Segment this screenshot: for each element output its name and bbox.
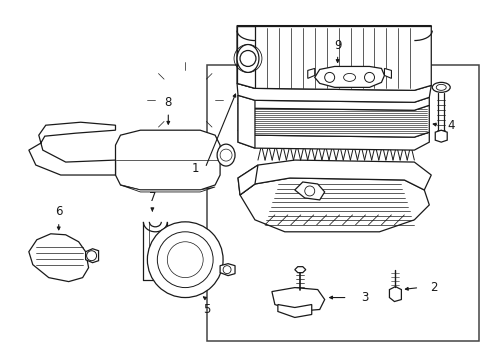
Polygon shape: [120, 185, 215, 192]
Polygon shape: [238, 165, 258, 195]
Polygon shape: [238, 160, 430, 195]
Polygon shape: [314, 67, 384, 87]
Circle shape: [240, 50, 255, 67]
Text: 2: 2: [429, 281, 437, 294]
Ellipse shape: [217, 144, 235, 166]
Polygon shape: [388, 287, 401, 302]
Polygon shape: [238, 95, 428, 110]
Text: 8: 8: [164, 96, 172, 109]
Polygon shape: [220, 264, 235, 276]
Polygon shape: [294, 267, 305, 273]
Polygon shape: [238, 95, 254, 148]
Polygon shape: [29, 234, 88, 282]
Circle shape: [147, 222, 223, 298]
Polygon shape: [237, 26, 254, 88]
Polygon shape: [237, 84, 430, 102]
Ellipse shape: [237, 45, 259, 72]
Text: 7: 7: [148, 192, 156, 204]
Text: 1: 1: [191, 162, 199, 175]
Polygon shape: [277, 305, 311, 318]
Ellipse shape: [431, 82, 449, 92]
Polygon shape: [294, 182, 324, 200]
Polygon shape: [238, 103, 428, 137]
Polygon shape: [115, 130, 220, 190]
Polygon shape: [307, 68, 314, 78]
Text: 3: 3: [360, 291, 367, 304]
Circle shape: [86, 251, 96, 261]
Polygon shape: [384, 68, 390, 78]
Text: 5: 5: [203, 303, 210, 316]
Polygon shape: [240, 178, 428, 232]
Polygon shape: [238, 130, 428, 150]
Polygon shape: [271, 288, 324, 311]
Polygon shape: [434, 130, 447, 142]
Polygon shape: [85, 249, 99, 263]
Text: 9: 9: [333, 39, 341, 52]
Polygon shape: [237, 26, 430, 90]
Text: 4: 4: [447, 119, 454, 132]
Text: 6: 6: [55, 205, 62, 219]
Polygon shape: [29, 122, 115, 175]
